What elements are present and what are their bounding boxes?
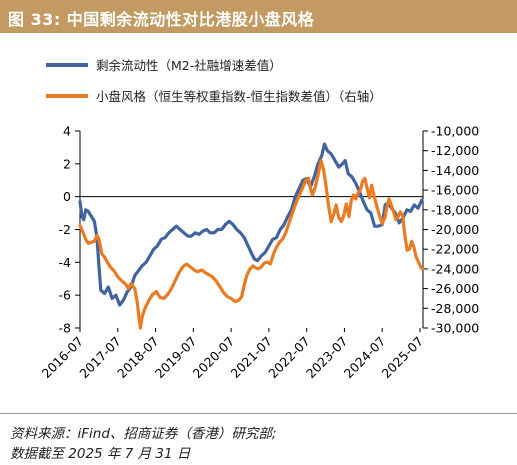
- right-tick-label: -28,000: [431, 301, 479, 316]
- left-tick-label: -4: [59, 255, 72, 270]
- right-tick-label: -26,000: [431, 281, 479, 296]
- left-tick-label: -8: [59, 321, 72, 336]
- series-line-smallcap: [78, 159, 424, 330]
- right-tick-label: -30,000: [431, 321, 479, 336]
- axes: 4 2 0 -2 -4 -6 -8 -10,000 -12,000 -14,000 -16,000 -…: [39, 124, 480, 382]
- right-tick-label: -14,000: [431, 163, 479, 178]
- right-tick-label: -22,000: [431, 242, 479, 257]
- legend: 剩余流动性（M2-社融增速差值） 小盘风格（恒生等权重指数-恒生指数差值）（右轴…: [46, 58, 382, 104]
- right-tick-label: -24,000: [431, 261, 479, 276]
- source-divider: [0, 413, 517, 414]
- legend-label-liquidity: 剩余流动性（M2-社融增速差值）: [96, 58, 282, 73]
- left-tick-label: 4: [63, 124, 71, 139]
- plot-lines: [78, 142, 424, 330]
- left-tick-label: -6: [59, 288, 72, 303]
- data-date-note: 数据截至 2025 年 7 月 31 日: [10, 446, 191, 462]
- series-line-liquidity: [78, 142, 424, 307]
- right-tick-label: -10,000: [431, 124, 479, 139]
- left-tick-label: 0: [63, 189, 71, 204]
- title-bar: 图 33: 中国剩余流动性对比港股小盘风格: [0, 0, 517, 33]
- left-tick-label: 2: [63, 156, 71, 171]
- x-tick-label: 2025-07: [379, 334, 427, 382]
- right-tick-label: -16,000: [431, 183, 479, 198]
- chart: 剩余流动性（M2-社融增速差值） 小盘风格（恒生等权重指数-恒生指数差值）（右轴…: [39, 58, 480, 382]
- right-tick-label: -12,000: [431, 143, 479, 158]
- legend-label-smallcap: 小盘风格（恒生等权重指数-恒生指数差值）（右轴）: [96, 89, 382, 104]
- figure-title: 图 33: 中国剩余流动性对比港股小盘风格: [8, 10, 315, 29]
- right-tick-label: -20,000: [431, 222, 479, 237]
- source-note: 资料来源：iFind、招商证券（香港）研究部;: [10, 426, 277, 442]
- left-tick-label: -2: [59, 222, 71, 237]
- right-tick-label: -18,000: [431, 202, 479, 217]
